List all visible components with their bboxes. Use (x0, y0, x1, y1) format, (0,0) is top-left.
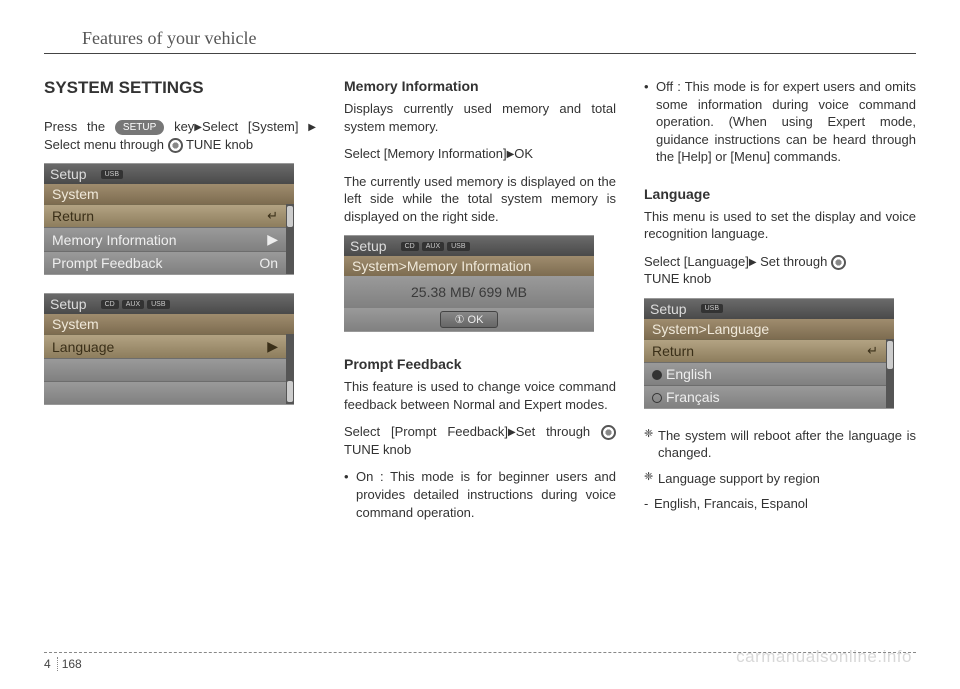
section-title: SYSTEM SETTINGS (44, 78, 316, 98)
menu-row-prompt-feedback: Prompt Feedback On (44, 251, 286, 274)
scrollbar (286, 204, 294, 274)
menu-row-memory-info: Memory Information ▶ (44, 227, 286, 251)
aux-badge: AUX (422, 242, 444, 251)
row-label: Français (666, 389, 720, 405)
screen-title: Setup (650, 301, 687, 317)
row-label: Prompt Feedback (52, 255, 163, 271)
ok-button: ① OK (440, 311, 499, 328)
row-label: Memory Information (52, 232, 176, 248)
tune-knob-icon (601, 425, 616, 440)
prompt-feedback-title: Prompt Feedback (344, 356, 616, 372)
column-2: Memory Information Displays currently us… (344, 78, 616, 531)
menu-row-empty (44, 381, 286, 404)
usb-badge: USB (701, 304, 723, 313)
menu-row-return: Return ↵ (44, 204, 286, 227)
usb-badge: USB (147, 300, 169, 309)
watermark: carmanualsonline.info (736, 647, 912, 667)
screen-subtitle: System>Memory Information (344, 256, 594, 276)
note-languages: English, Francais, Espanol (644, 496, 916, 511)
prompt-p1: This feature is used to change voice com… (344, 378, 616, 413)
menu-row-language: Language ▶ (44, 334, 286, 358)
triangle-icon: ▶ (194, 121, 202, 135)
intro-paragraph: Press the SETUP key▶Select [System] ▶Sel… (44, 118, 316, 153)
intro-text-4: Select menu through (44, 137, 168, 152)
memory-info-title: Memory Information (344, 78, 616, 94)
language-p1: This menu is used to set the display and… (644, 208, 916, 243)
screen-subtitle: System (44, 314, 294, 334)
text: Select [Prompt Feedback] (344, 424, 508, 439)
screen-title: Setup (350, 238, 387, 254)
menu-row-return: Return ↵ (644, 339, 886, 362)
row-label: Return (52, 208, 94, 224)
language-p2: Select [Language]▶ Set through TUNE knob… (644, 253, 916, 288)
arrow-icon: ▶ (267, 338, 278, 355)
intro-text-2: key (174, 119, 194, 134)
usb-badge: USB (447, 242, 469, 251)
triangle-icon: ▶ (749, 256, 757, 270)
tune-knob-icon (168, 138, 183, 153)
cd-badge: CD (401, 242, 419, 251)
memory-info-p2: Select [Memory Information]▶OK (344, 145, 616, 163)
return-icon: ↵ (267, 208, 278, 224)
tune-knob-icon (831, 255, 846, 270)
column-1: SYSTEM SETTINGS Press the SETUP key▶Sele… (44, 78, 316, 531)
triangle-icon: ▶ (508, 426, 516, 440)
setup-screen-system-2: Setup CD AUX USB System Language ▶ (44, 293, 294, 405)
setup-screen-system-1: Setup USB System Return ↵ Memory Informa… (44, 163, 294, 275)
screen-title: Setup (50, 166, 87, 182)
text: TUNE knob (344, 442, 411, 457)
text: Set through (516, 424, 601, 439)
row-value: On (259, 255, 278, 271)
screen-title: Setup (50, 296, 87, 312)
column-3: Off : This mode is for expert users and … (644, 78, 916, 531)
scrollbar (886, 339, 894, 408)
radio-empty-icon (652, 393, 662, 403)
intro-text-3: Select [System] (202, 119, 308, 134)
menu-row-empty (44, 358, 286, 381)
intro-text-5: TUNE knob (183, 137, 254, 152)
arrow-icon: ▶ (267, 231, 278, 248)
setup-screen-language: Setup USB System>Language Return ↵ Engli… (644, 298, 894, 409)
triangle-icon: ▶ (308, 121, 316, 135)
row-label: Language (52, 339, 114, 355)
radio-filled-icon (652, 370, 662, 380)
prompt-p2: Select [Prompt Feedback]▶Set through TUN… (344, 423, 616, 458)
memory-info-p1: Displays currently used memory and total… (344, 100, 616, 135)
footer-page: 168 (62, 657, 82, 671)
memory-value: 25.38 MB/ 699 MB (344, 276, 594, 308)
text: Set through (757, 254, 831, 269)
intro-text-1: Press the (44, 119, 115, 134)
memory-info-p3: The currently used memory is displayed o… (344, 173, 616, 226)
note-reboot: The system will reboot after the languag… (644, 427, 916, 462)
cd-badge: CD (101, 300, 119, 309)
prompt-off-bullet: Off : This mode is for expert users and … (656, 78, 916, 166)
language-title: Language (644, 186, 916, 202)
text: Select [Language] (644, 254, 749, 269)
text: Select [Memory Information] (344, 146, 507, 161)
setup-screen-memory-info: Setup CD AUX USB System>Memory Informati… (344, 235, 594, 332)
text: OK (514, 146, 533, 161)
menu-row-francais: Français (644, 385, 886, 408)
note-region: Language support by region (644, 470, 916, 488)
footer-section: 4 (44, 657, 58, 671)
scrollbar (286, 334, 294, 404)
row-label: English (666, 366, 712, 382)
row-label: Return (652, 343, 694, 359)
screen-subtitle: System>Language (644, 319, 894, 339)
menu-row-english: English (644, 362, 886, 385)
aux-badge: AUX (122, 300, 144, 309)
return-icon: ↵ (867, 343, 878, 359)
setup-key-pill: SETUP (115, 120, 164, 136)
prompt-on-bullet: On : This mode is for beginner users and… (356, 468, 616, 521)
screen-subtitle: System (44, 184, 294, 204)
page-header: Features of your vehicle (44, 28, 916, 54)
usb-badge: USB (101, 170, 123, 179)
